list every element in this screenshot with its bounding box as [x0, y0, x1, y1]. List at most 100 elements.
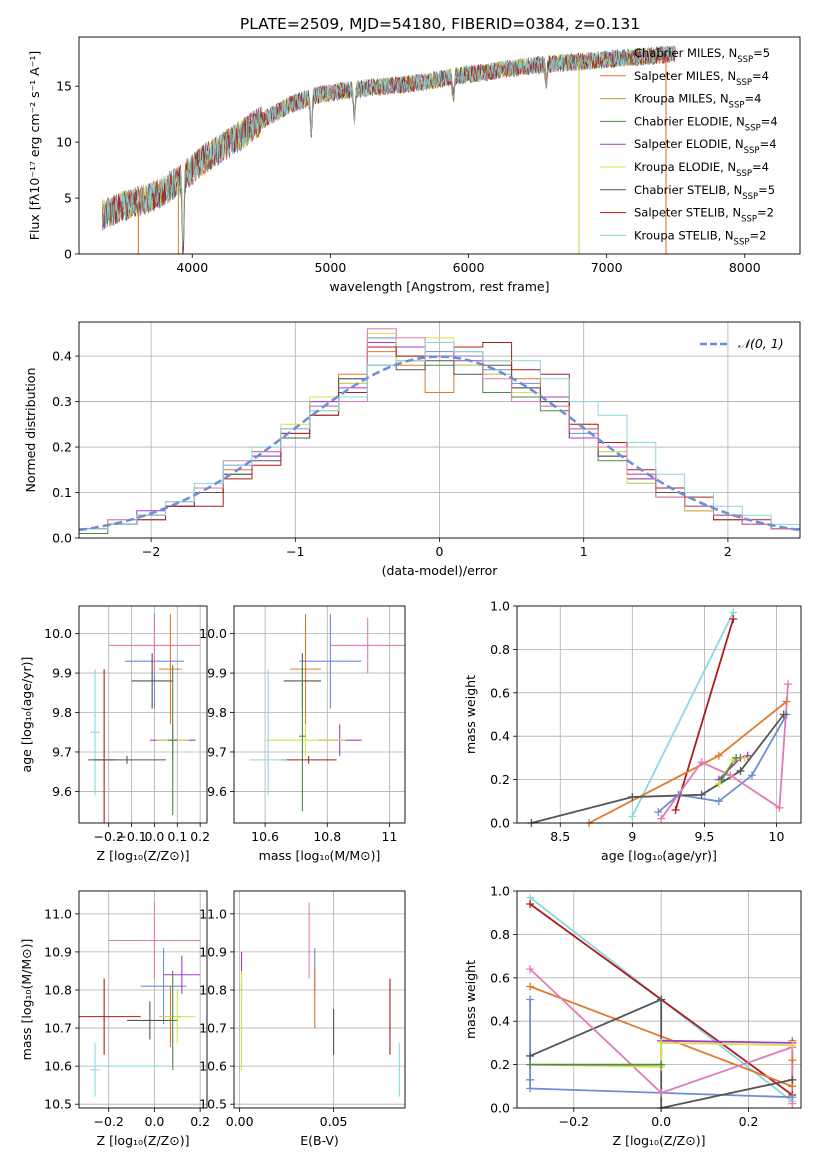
y-tick-label: 10.9	[44, 944, 72, 959]
y-axis-label: mass weight	[463, 960, 478, 1039]
legend-entry: Chabrier STELIB, NSSP=5	[634, 183, 775, 202]
weight-line	[529, 968, 794, 1104]
x-axis-label: E(B-V)	[300, 1133, 339, 1148]
y-tick-label: 0.0	[52, 531, 72, 546]
y-tick-label: 10.6	[199, 1059, 227, 1074]
weight-line	[657, 714, 788, 813]
legend-entry: Salpeter MILES, NSSP=4	[634, 69, 769, 88]
weight-marker	[697, 790, 706, 799]
axes-frame	[78, 321, 801, 539]
weight-marker	[697, 758, 706, 767]
x-tick-label: 5000	[314, 260, 346, 275]
weight-line	[661, 1039, 793, 1044]
y-tick-label: 9.6	[52, 784, 72, 799]
weight-marker	[671, 805, 680, 814]
y-tick-label: 1.0	[490, 599, 510, 614]
weight-marker	[714, 779, 723, 788]
x-tick-label: 8.5	[550, 829, 570, 844]
axes-frame	[78, 605, 208, 824]
weight-marker	[526, 1084, 535, 1093]
x-tick-label: 10.6	[251, 829, 279, 844]
errorbar-point	[289, 613, 322, 725]
axes-frame	[516, 605, 802, 824]
y-tick-label: 10.9	[199, 944, 227, 959]
errorbar-point	[168, 970, 178, 1070]
x-tick-label: −0.1	[116, 829, 146, 844]
y-tick-label: 0.6	[490, 685, 510, 700]
x-tick-label: 0.2	[190, 829, 210, 844]
x-tick-label: −0.2	[94, 829, 124, 844]
x-axis-label: (data-model)/error	[382, 563, 499, 578]
weight-marker	[726, 771, 735, 780]
weight-marker	[526, 1060, 535, 1069]
mass-vs-z-panel: −0.2 0.0 0.2 10.5 10.6 10.7 10.8 10.9 11.0 Z [log…	[19, 890, 210, 1148]
legend-entry: Chabrier ELODIE, NSSP=4	[634, 114, 778, 133]
legend-value: =2	[757, 206, 774, 220]
legend-entry: Salpeter ELODIE, NSSP=4	[634, 137, 777, 156]
y-tick-label: 0	[64, 247, 72, 262]
legend-entry: Kroupa MILES, NSSP=4	[634, 92, 761, 111]
legend-subscript: SSP	[742, 192, 758, 202]
x-tick-label: 0	[436, 544, 444, 559]
errorbar-point	[265, 724, 346, 756]
errorbar-point	[108, 617, 201, 674]
errorbar-point	[159, 989, 196, 1044]
x-axis-label: age [log₁₀(age/yr)]	[601, 848, 717, 863]
y-tick-label: 10	[56, 135, 72, 150]
weight-marker	[526, 900, 535, 909]
errorbar-point	[280, 755, 337, 764]
y-tick-label: 10.5	[199, 1097, 227, 1112]
x-tick-label: 7000	[591, 260, 623, 275]
normal-curve	[79, 355, 800, 532]
x-tick-label: 10.8	[313, 829, 341, 844]
legend-subscript: SSP	[729, 101, 745, 111]
x-tick-label: 0.05	[320, 1114, 348, 1129]
weight-line	[631, 612, 735, 817]
legend-value: =4	[760, 137, 777, 151]
y-tick-label: 9.9	[207, 666, 227, 681]
y-axis-label: Normed distribution	[23, 368, 38, 493]
weight-marker	[657, 814, 666, 823]
legend-value: =5	[758, 183, 775, 197]
weight-line	[588, 700, 788, 823]
legend-subscript: SSP	[737, 55, 753, 65]
y-tick-label: 11.0	[199, 906, 227, 921]
weight-marker	[674, 790, 683, 799]
legend-subscript: SSP	[734, 237, 750, 247]
y-tick-label: 9.8	[52, 705, 72, 720]
weight-marker	[526, 982, 535, 991]
spectrum-line	[102, 46, 676, 251]
y-tick-label: 0.8	[490, 642, 510, 657]
legend-entry: Salpeter STELIB, NSSP=2	[634, 206, 774, 225]
weight-marker	[782, 697, 791, 706]
x-tick-label: 0.2	[739, 1114, 759, 1129]
plot-area	[102, 45, 676, 254]
x-axis-label: mass [log₁₀(M/M⊙)]	[259, 848, 381, 863]
errorbar-point	[90, 669, 100, 796]
weight-marker	[788, 1056, 797, 1065]
weight-marker	[654, 808, 663, 817]
x-tick-label: 0.0	[651, 1114, 671, 1129]
axes-frame	[78, 890, 208, 1109]
weight-marker	[717, 775, 726, 784]
y-tick-label: 10.8	[199, 982, 227, 997]
figure-title: PLATE=2509, MJD=54180, FIBERID=0384, z=0…	[240, 15, 640, 33]
plot-area	[249, 613, 405, 812]
y-tick-label: 10.8	[44, 982, 72, 997]
legend-subscript: SSP	[741, 215, 757, 225]
errorbar-point	[79, 978, 141, 1055]
errorbar-point	[159, 613, 182, 725]
age-vs-z-panel: −0.2−0.10.0 0.1 0.2 9.6 9.7 9.8 9.9 10.0 Z [log₁…	[19, 605, 210, 863]
legend-value: =4	[752, 69, 769, 83]
weight-marker	[526, 1075, 535, 1084]
y-tick-label: 0.0	[490, 816, 510, 831]
x-tick-label: 0.0	[144, 1114, 164, 1129]
plot-area	[240, 902, 400, 1097]
y-tick-label: 9.7	[207, 744, 227, 759]
x-tick-label: 2	[724, 544, 732, 559]
errorbar-point	[140, 948, 187, 1025]
x-tick-label: 9	[628, 829, 636, 844]
spectrum-line	[102, 45, 676, 235]
weight-marker	[714, 797, 723, 806]
